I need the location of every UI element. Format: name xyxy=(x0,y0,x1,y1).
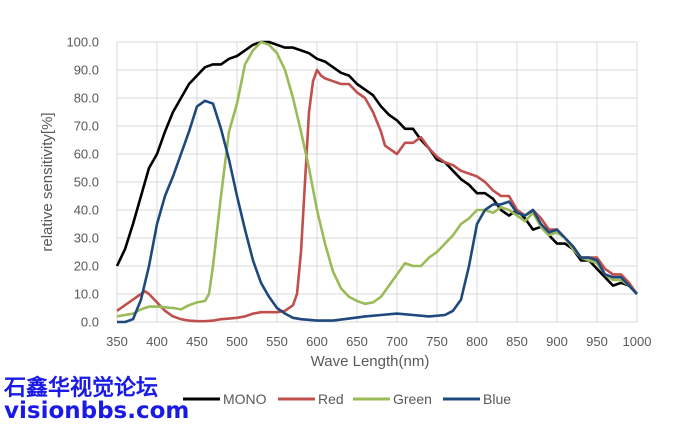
series-line-mono xyxy=(115,40,638,295)
x-tick-label: 600 xyxy=(306,334,328,349)
legend-label-blue: Blue xyxy=(483,391,511,407)
y-tick-label: 0.0 xyxy=(81,315,99,330)
legend-label-mono: MONO xyxy=(223,391,267,407)
y-axis-title: relative sensitivity[%] xyxy=(39,112,56,251)
y-tick-label: 70.0 xyxy=(74,119,99,134)
x-tick-label: 950 xyxy=(586,334,608,349)
series-line-green xyxy=(116,40,638,318)
y-tick-label: 50.0 xyxy=(74,175,99,190)
x-tick-label: 850 xyxy=(506,334,528,349)
x-tick-label: 450 xyxy=(186,334,208,349)
y-tick-label: 20.0 xyxy=(74,259,99,274)
x-tick-label: 800 xyxy=(466,334,488,349)
x-tick-label: 1000 xyxy=(623,334,652,349)
legend-label-green: Green xyxy=(393,391,432,407)
watermark-chinese: 石鑫华视觉论坛 xyxy=(4,376,159,401)
x-tick-label: 500 xyxy=(226,334,248,349)
x-tick-label: 650 xyxy=(346,334,368,349)
x-tick-label: 700 xyxy=(386,334,408,349)
watermark-url: visionbbs.com xyxy=(4,398,190,424)
legend: MONO Red Green Blue xyxy=(183,391,511,407)
x-tick-label: 400 xyxy=(146,334,168,349)
y-tick-label: 80.0 xyxy=(74,91,99,106)
series-lines xyxy=(115,40,639,324)
y-tick-label: 40.0 xyxy=(74,203,99,218)
y-tick-label: 10.0 xyxy=(74,287,99,302)
x-axis-title: Wave Length(nm) xyxy=(311,353,430,370)
x-tick-label: 750 xyxy=(426,334,448,349)
legend-label-red: Red xyxy=(318,391,344,407)
y-tick-label: 90.0 xyxy=(74,63,99,78)
x-tick-labels: 350 400 450 500 550 600 650 700 750 800 850 900 950 1… xyxy=(106,334,651,349)
y-tick-labels: 0.0 10.0 20.0 30.0 40.0 50.0 60.0 70.0 80.0 90.0 1… xyxy=(66,35,99,330)
x-tick-label: 550 xyxy=(266,334,288,349)
x-tick-label: 350 xyxy=(106,334,128,349)
y-tick-label: 100.0 xyxy=(66,35,99,50)
y-tick-label: 30.0 xyxy=(74,231,99,246)
x-tick-label: 900 xyxy=(546,334,568,349)
series-line-red xyxy=(116,68,639,323)
series-line-blue xyxy=(117,99,638,324)
grid xyxy=(116,41,638,323)
y-tick-label: 60.0 xyxy=(74,147,99,162)
